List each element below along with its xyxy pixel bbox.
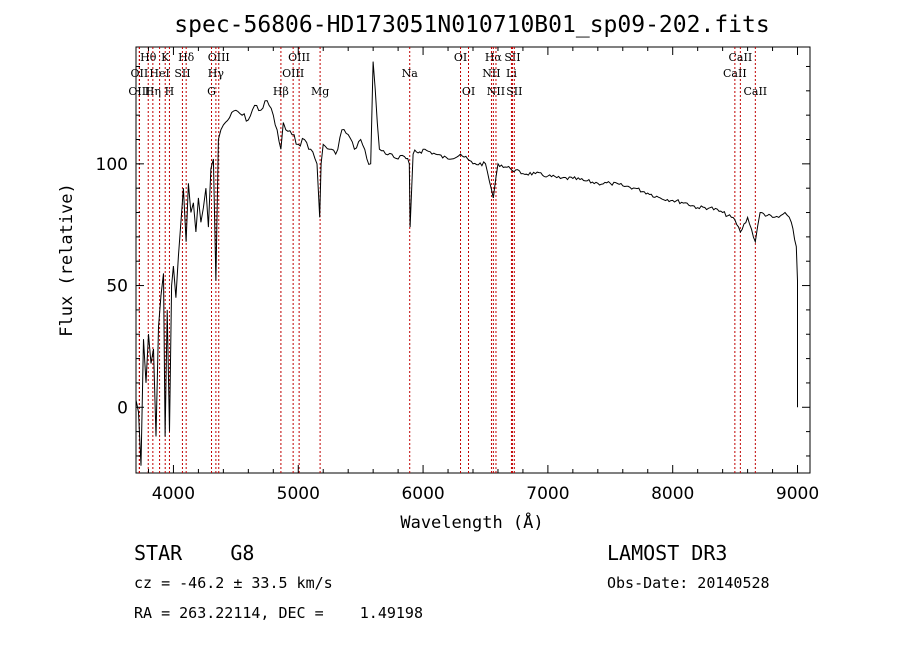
spectral-line-label: OIII bbox=[208, 51, 230, 64]
spectral-line-label: Hα bbox=[485, 51, 503, 64]
spectral-line-label: HeI bbox=[149, 67, 169, 80]
spectral-line-label: OII bbox=[131, 67, 149, 80]
spectral-line-label: OIII bbox=[128, 85, 150, 98]
observation-date: Obs-Date: 20140528 bbox=[607, 574, 770, 592]
spectral-line-label: OI bbox=[462, 85, 475, 98]
x-axis-label: Wavelength (Å) bbox=[400, 511, 543, 533]
object-class: STAR G8 bbox=[134, 541, 254, 565]
spectral-line-label: CaII bbox=[729, 51, 753, 64]
spectral-line-label: NII bbox=[482, 67, 500, 80]
y-axis-label: Flux (relative) bbox=[57, 183, 77, 337]
spectral-lines: Hθ OII OIII K HeI Hη Hδ SII H OIII Hγ G OIII OIII Hβ Mg… bbox=[128, 47, 767, 473]
redshift-cz: cz = -46.2 ± 33.5 km/s bbox=[134, 574, 333, 592]
spectral-line-label: Hθ bbox=[140, 51, 157, 64]
y-axis: 0 50 100 bbox=[96, 65, 810, 457]
spectral-line-label: SII bbox=[174, 67, 190, 80]
x-tick-label: 5000 bbox=[277, 484, 320, 504]
chart-title: spec-56806-HD173051N010710B01_sp09-202.f… bbox=[174, 12, 769, 38]
x-axis: 4000 5000 6000 7000 8000 9000 bbox=[147, 47, 819, 504]
y-tick-label: 100 bbox=[96, 155, 128, 175]
x-tick-label: 4000 bbox=[152, 484, 195, 504]
survey-name: LAMOST DR3 bbox=[607, 541, 727, 565]
spectral-line-label: CaII bbox=[743, 85, 767, 98]
spectral-line-label: H bbox=[165, 85, 175, 98]
spectral-line-label: Li bbox=[506, 67, 517, 80]
x-tick-label: 8000 bbox=[651, 484, 694, 504]
spectral-line-label: OI bbox=[454, 51, 467, 64]
spectral-line-label: OIII bbox=[282, 67, 304, 80]
x-tick-label: 9000 bbox=[776, 484, 819, 504]
spectral-line-label: Hβ bbox=[273, 85, 289, 98]
spectral-line-label: Na bbox=[402, 67, 419, 80]
spectral-line-label: Hδ bbox=[178, 51, 195, 64]
spectral-line-label: OIII bbox=[288, 51, 310, 64]
spectral-line-label: SII bbox=[504, 51, 520, 64]
spectral-line-label: Mg bbox=[311, 85, 329, 98]
spectral-line-label: SII bbox=[506, 85, 522, 98]
spectral-line-label: G bbox=[207, 85, 216, 98]
spectral-line-label: Hγ bbox=[208, 67, 225, 80]
spectral-line-label: Hη bbox=[145, 85, 161, 98]
y-tick-label: 0 bbox=[117, 398, 128, 418]
spectral-line-label: CaII bbox=[723, 67, 747, 80]
y-tick-label: 50 bbox=[106, 277, 128, 297]
ra-dec: RA = 263.22114, DEC = 1.49198 bbox=[134, 604, 423, 622]
spectral-line-label: K bbox=[161, 51, 170, 64]
x-tick-label: 7000 bbox=[526, 484, 569, 504]
x-tick-label: 6000 bbox=[401, 484, 444, 504]
spectral-line-label: NII bbox=[487, 85, 505, 98]
spectrum-series-line bbox=[135, 61, 798, 466]
